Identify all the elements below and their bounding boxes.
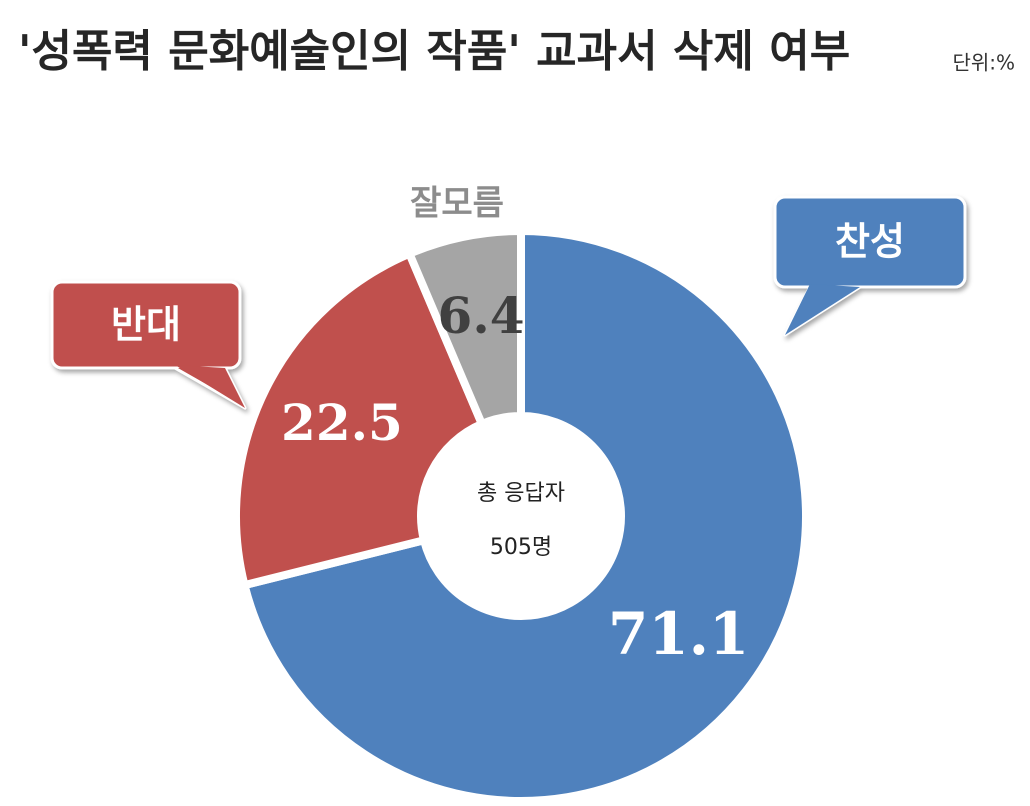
value-label: 22.5: [281, 393, 403, 452]
legend-label: 찬성: [835, 220, 905, 264]
legend-label: 반대: [111, 303, 181, 347]
callout-join: [785, 284, 860, 335]
donut-hole: [421, 416, 621, 616]
unit-label: 단위:%: [952, 51, 1015, 75]
callout: [50, 280, 247, 410]
callout-box: [50, 280, 242, 370]
legend-label: 잘모름: [410, 184, 504, 224]
callout-box: [773, 195, 967, 289]
callout-join: [175, 365, 245, 408]
center-label: 총 응답자: [477, 481, 565, 506]
chart-title: '성폭력 문화예술인의 작품' 교과서 삭제 여부: [18, 26, 850, 77]
callout: [773, 195, 967, 337]
center-total: 505명: [490, 535, 552, 560]
value-label: 71.1: [608, 600, 749, 668]
value-label: 6.4: [438, 286, 525, 345]
